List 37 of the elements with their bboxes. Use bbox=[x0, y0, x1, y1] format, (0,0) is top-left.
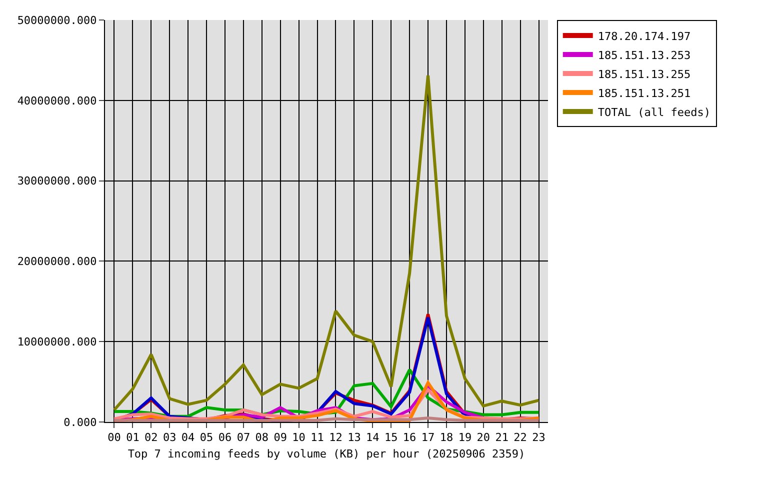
x-tick-label: 12 bbox=[329, 431, 342, 444]
legend-label: 185.151.13.251 bbox=[598, 86, 691, 100]
line-series bbox=[112, 74, 540, 412]
y-tick-label: 30000000.000 bbox=[17, 174, 97, 188]
x-tick-label: 17 bbox=[421, 431, 435, 444]
x-tick-label: 01 bbox=[126, 431, 140, 444]
x-tick-label: 15 bbox=[384, 431, 398, 444]
legend-label: 185.151.13.253 bbox=[598, 48, 691, 62]
x-tick-label: 13 bbox=[348, 431, 361, 444]
y-tick-label: 50000000.000 bbox=[17, 14, 97, 27]
x-tick-label: 08 bbox=[255, 431, 269, 444]
x-tick-label: 06 bbox=[218, 431, 232, 444]
x-tick-label: 10 bbox=[292, 431, 306, 444]
x-tick-label: 21 bbox=[495, 431, 508, 444]
x-tick-label: 18 bbox=[440, 431, 454, 444]
y-tick-label: 40000000.000 bbox=[17, 94, 97, 108]
y-tick-label: 0.000 bbox=[64, 416, 97, 429]
x-tick-label: 04 bbox=[181, 431, 196, 444]
legend-label: 185.151.13.255 bbox=[598, 68, 691, 81]
x-tick-label: 23 bbox=[532, 431, 546, 444]
x-tick-label: 11 bbox=[310, 431, 324, 444]
x-tick-label: 16 bbox=[402, 431, 416, 444]
x-tick-label: 14 bbox=[366, 431, 380, 444]
x-tick-label: 09 bbox=[274, 431, 287, 444]
y-tick-label: 10000000.000 bbox=[17, 335, 97, 348]
x-axis-title: Top 7 incoming feeds by volume (KB) per hour (20250906 2359) bbox=[128, 447, 526, 460]
x-tick-label: 00 bbox=[108, 431, 121, 444]
x-tick-label: 07 bbox=[236, 431, 250, 444]
x-tick-label: 19 bbox=[458, 431, 472, 444]
x-tick-label: 03 bbox=[162, 431, 176, 444]
x-tick-label: 05 bbox=[200, 431, 214, 444]
y-tick-label: 20000000.000 bbox=[17, 255, 97, 268]
legend-label: 178.20.174.197 bbox=[598, 30, 691, 43]
x-tick-label: 22 bbox=[514, 431, 527, 444]
x-tick-label: 20 bbox=[476, 431, 490, 444]
legend-label: TOTAL (all feeds) bbox=[598, 106, 710, 119]
x-tick-label: 02 bbox=[144, 431, 158, 444]
